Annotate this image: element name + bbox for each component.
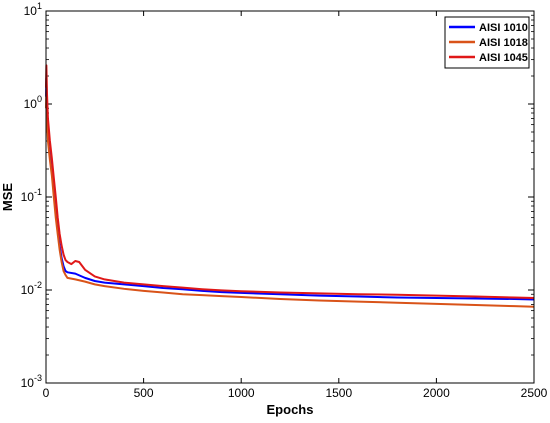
series-line-3 bbox=[45, 64, 535, 300]
legend-label: AISI 1045 bbox=[479, 52, 528, 64]
series-line-2 bbox=[45, 86, 535, 308]
x-tick-label: 2500 bbox=[521, 386, 548, 400]
series-layer bbox=[45, 64, 535, 308]
y-tick-label: 100 bbox=[24, 94, 42, 111]
y-tick-label: 10-2 bbox=[21, 280, 42, 297]
tick-layer: 0 500 1000 1500 2000 2500 101 100 10-1 10-2 10-3 bbox=[21, 1, 548, 400]
y-tick-label: 101 bbox=[24, 1, 42, 18]
y-axis-title: MSE bbox=[0, 183, 15, 212]
x-axis-title: Epochs bbox=[267, 402, 314, 417]
y-tick-label: 10-3 bbox=[21, 373, 42, 390]
y-tick-label: 10-1 bbox=[21, 187, 42, 204]
legend: AISI 1010 AISI 1018 AISI 1045 bbox=[444, 16, 530, 69]
x-tick-label: 1000 bbox=[228, 386, 255, 400]
x-tick-label: 0 bbox=[43, 386, 50, 400]
legend-label: AISI 1018 bbox=[479, 37, 528, 49]
plot-frame bbox=[45, 10, 535, 384]
legend-label: AISI 1010 bbox=[479, 22, 528, 34]
x-tick-label: 500 bbox=[134, 386, 154, 400]
x-tick-label: 1500 bbox=[325, 386, 352, 400]
x-tick-label: 2000 bbox=[423, 386, 450, 400]
